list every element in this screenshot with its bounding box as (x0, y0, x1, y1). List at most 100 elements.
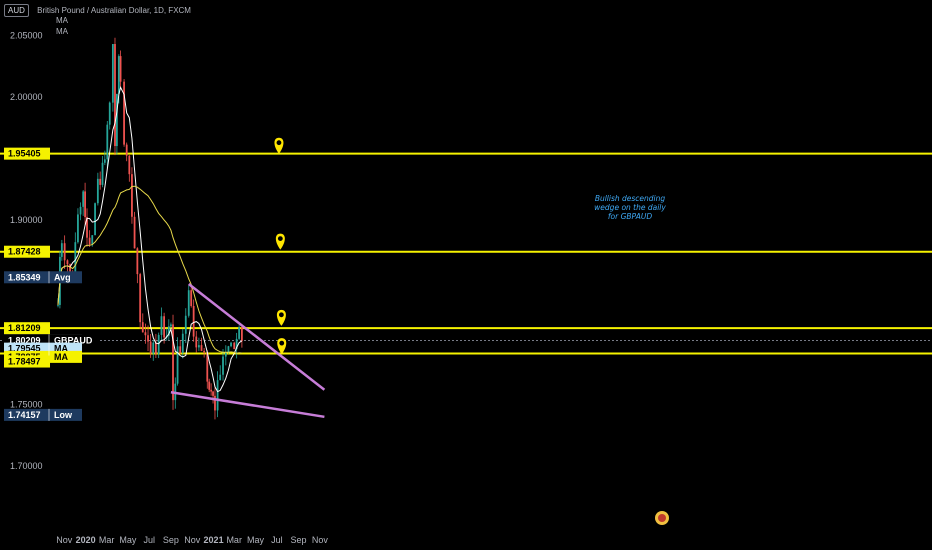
candle-body (172, 324, 174, 401)
x-tick-label: Nov (312, 535, 329, 545)
price-label-box (4, 245, 50, 258)
candle-body (117, 56, 120, 94)
candle-body (128, 155, 131, 175)
candle-body (157, 334, 160, 355)
price-label-name: Low (54, 410, 73, 420)
price-label-box (4, 322, 50, 335)
y-tick-label: 1.70000 (10, 461, 43, 471)
price-label-value: 1.74157 (8, 410, 41, 420)
price-label-value: 1.80209 (8, 335, 41, 345)
horizontal-levels[interactable] (0, 152, 932, 355)
price-label-name: Avg (54, 272, 71, 282)
candle-body (208, 381, 211, 390)
candle-body (152, 342, 155, 354)
map-pin-icon (276, 309, 286, 326)
x-axis: Nov 2020 Mar May Jul Sep Nov 2021 Mar May Jul Sep No… (56, 535, 328, 545)
candle-body (216, 380, 219, 411)
indicator-ma-2[interactable]: MA (56, 27, 68, 36)
y-tick-label: 2.05000 (10, 31, 43, 41)
candle-body (238, 327, 240, 339)
map-pin-icon (277, 338, 287, 355)
candle-body (111, 44, 114, 103)
indicator-ma-1[interactable]: MA (56, 16, 68, 25)
candle-body (147, 335, 149, 342)
y-tick-label: 1.90000 (10, 215, 43, 225)
candle-body (233, 342, 236, 350)
candle-body (154, 342, 157, 355)
candle-body (94, 203, 96, 236)
candle-body (184, 315, 187, 334)
logo-icon (655, 511, 669, 525)
candle-body (91, 235, 94, 245)
candle-body (79, 206, 82, 215)
alert-markers[interactable] (274, 137, 287, 355)
wedge-line (170, 390, 325, 419)
candle-body (63, 243, 66, 261)
candle-body (214, 395, 216, 411)
chart-header: AUD British Pound / Australian Dollar, 1… (4, 4, 191, 37)
candle-body (125, 144, 128, 156)
candle-body (139, 274, 142, 323)
candle-body (101, 162, 104, 185)
candle-body (86, 217, 88, 238)
candle-body (222, 356, 224, 375)
y-axis: 2.05000 2.00000 1.90000 1.75000 1.70000 (10, 31, 43, 471)
candles (57, 37, 243, 420)
currency-badge[interactable]: AUD (4, 4, 29, 17)
annotation-line: Bullish descending (594, 194, 666, 203)
candle-body (197, 345, 200, 348)
price-label-box (4, 271, 82, 284)
price-label-value: 1.78497 (8, 357, 41, 367)
map-pin-icon (274, 137, 284, 154)
candle-body (84, 191, 86, 218)
map-pin-hole (277, 236, 283, 242)
candle-body (200, 345, 203, 351)
candle-body (240, 327, 243, 342)
x-tick-label: Sep (163, 535, 179, 545)
candle-body (224, 352, 227, 357)
map-pin-body (277, 338, 287, 355)
candle-body (116, 93, 118, 147)
x-tick-label: Jul (143, 535, 155, 545)
candle-body (144, 332, 147, 336)
x-tick-label: 2020 (76, 535, 96, 545)
candle-body (123, 81, 125, 145)
price-label-box (4, 408, 82, 421)
moving-averages (57, 85, 243, 393)
candle-body (203, 350, 206, 353)
candle-body (99, 178, 102, 185)
y-tick-label: 1.75000 (10, 400, 43, 410)
candle-body (57, 304, 59, 306)
x-tick-label: Nov (56, 535, 73, 545)
candle-body (190, 290, 193, 306)
candle-body (60, 243, 63, 257)
candle-body (181, 333, 184, 353)
x-tick-label: 2021 (204, 535, 224, 545)
price-label-box (4, 355, 50, 368)
map-pin-hole (278, 312, 284, 318)
candle-body (176, 346, 179, 384)
price-label-value: 1.79545 (8, 344, 41, 354)
y-tick-label: 2.00000 (10, 92, 43, 102)
candle-body (192, 305, 195, 337)
candle-body (106, 124, 109, 160)
candle-body (119, 56, 122, 82)
chart-annotation[interactable]: Bullish descending wedge on the daily fo… (586, 194, 674, 221)
map-pin-icon (275, 233, 285, 250)
price-label-value: 1.85349 (8, 272, 41, 282)
candle-body (235, 338, 238, 350)
candle-body (163, 316, 166, 338)
x-tick-label: Jul (271, 535, 283, 545)
candle-body (160, 316, 163, 335)
wedge-trendlines[interactable] (170, 283, 326, 419)
price-label-box (4, 147, 50, 160)
candle-body (103, 159, 106, 163)
candle-body (210, 389, 213, 392)
price-label-value: 1.95405 (8, 149, 41, 159)
chart-title: British Pound / Australian Dollar, 1D, F… (37, 6, 191, 15)
price-label-value: 1.87428 (8, 247, 41, 257)
candle-body (206, 352, 209, 382)
x-tick-label: Mar (226, 535, 242, 545)
candle-body (170, 324, 172, 327)
